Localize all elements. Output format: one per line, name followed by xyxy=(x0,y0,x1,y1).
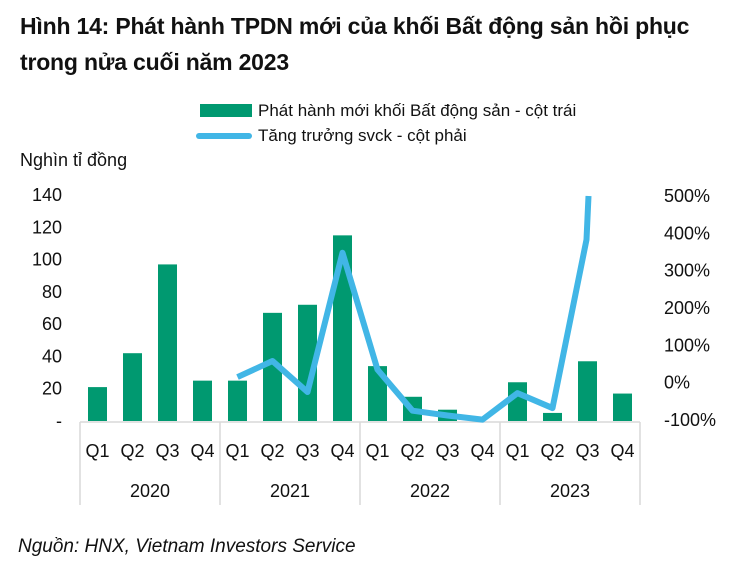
right-axis-tick-label: 500% xyxy=(664,186,710,206)
left-axis-tick-label: 140 xyxy=(32,185,62,205)
x-axis-tick-label: Q1 xyxy=(225,441,249,461)
x-axis-tick-label: Q4 xyxy=(610,441,634,461)
x-axis-tick-label: Q1 xyxy=(85,441,109,461)
left-axis-tick-label: 40 xyxy=(42,346,62,366)
bar xyxy=(123,353,142,421)
right-axis-tick-label: 300% xyxy=(664,261,710,281)
bar xyxy=(368,366,387,421)
left-axis-tick-label: 20 xyxy=(42,379,62,399)
growth-line xyxy=(236,195,592,423)
x-axis-tick-label: Q1 xyxy=(365,441,389,461)
right-axis-ticks: -100% 0% 100% 200% 300% 400% 500% xyxy=(664,186,716,430)
left-axis-unit-label: Nghìn tỉ đồng xyxy=(20,150,128,170)
x-axis-tick-label: Q4 xyxy=(470,441,494,461)
right-axis-tick-label: -100% xyxy=(664,410,716,430)
legend-label-bar: Phát hành mới khối Bất động sản - cột tr… xyxy=(258,101,577,120)
x-axis-group-label: 2022 xyxy=(410,481,450,501)
x-axis-tick-label: Q4 xyxy=(330,441,354,461)
x-axis-tick-label: Q2 xyxy=(120,441,144,461)
x-axis-tick-label: Q4 xyxy=(190,441,214,461)
x-axis-tick-label: Q3 xyxy=(435,441,459,461)
right-axis-tick-label: 0% xyxy=(664,373,690,393)
bar xyxy=(193,380,212,421)
x-axis-tick-label: Q3 xyxy=(295,441,319,461)
source-note: Nguồn: HNX, Vietnam Investors Service xyxy=(18,536,356,557)
left-axis-tick-label: 80 xyxy=(42,282,62,302)
x-axis-tick-label: Q2 xyxy=(400,441,424,461)
left-axis-tick-label: 60 xyxy=(42,314,62,334)
right-axis-tick-label: 400% xyxy=(664,223,710,243)
right-axis-tick-label: 100% xyxy=(664,335,710,355)
bar xyxy=(158,264,177,421)
x-axis-tick-label: Q2 xyxy=(540,441,564,461)
left-axis-ticks: - 20 40 60 80 100 120 140 xyxy=(32,185,62,431)
bar xyxy=(263,312,282,421)
left-axis-tick-label: - xyxy=(56,411,62,431)
bar xyxy=(613,393,632,421)
bar xyxy=(578,361,597,421)
x-axis-group-label: 2021 xyxy=(270,481,310,501)
bar-series xyxy=(88,235,632,421)
chart-title: Hình 14: Phát hành TPDN mới của khối Bất… xyxy=(20,13,690,75)
legend: Phát hành mới khối Bất động sản - cột tr… xyxy=(188,98,576,148)
x-axis-tick-label: Q3 xyxy=(575,441,599,461)
x-axis-tick-label: Q3 xyxy=(155,441,179,461)
x-axis-tick-label: Q2 xyxy=(260,441,284,461)
bar xyxy=(88,387,107,421)
bar xyxy=(543,412,562,421)
bar xyxy=(228,380,247,421)
legend-swatch-bar xyxy=(200,104,252,117)
legend-swatch-line xyxy=(196,132,252,139)
legend-item-bar: Phát hành mới khối Bất động sản - cột tr… xyxy=(188,98,576,123)
left-axis-tick-label: 120 xyxy=(32,217,62,237)
x-axis: Q1 Q2 Q3 Q4 Q1 Q2 Q3 Q4 Q1 Q2 Q3 Q4 Q1 Q2 Q3 Q4 2020 2021… xyxy=(79,421,641,505)
left-axis-tick-label: 100 xyxy=(32,250,62,270)
right-axis-tick-label: 200% xyxy=(664,298,710,318)
x-axis-group-label: 2020 xyxy=(130,481,170,501)
x-axis-tick-label: Q1 xyxy=(505,441,529,461)
x-axis-group-label: 2023 xyxy=(550,481,590,501)
bar xyxy=(298,304,317,421)
legend-label-line: Tăng trưởng svck - cột phải xyxy=(258,126,467,145)
line-series xyxy=(236,195,592,423)
legend-item-line: Tăng trưởng svck - cột phải xyxy=(188,123,576,148)
